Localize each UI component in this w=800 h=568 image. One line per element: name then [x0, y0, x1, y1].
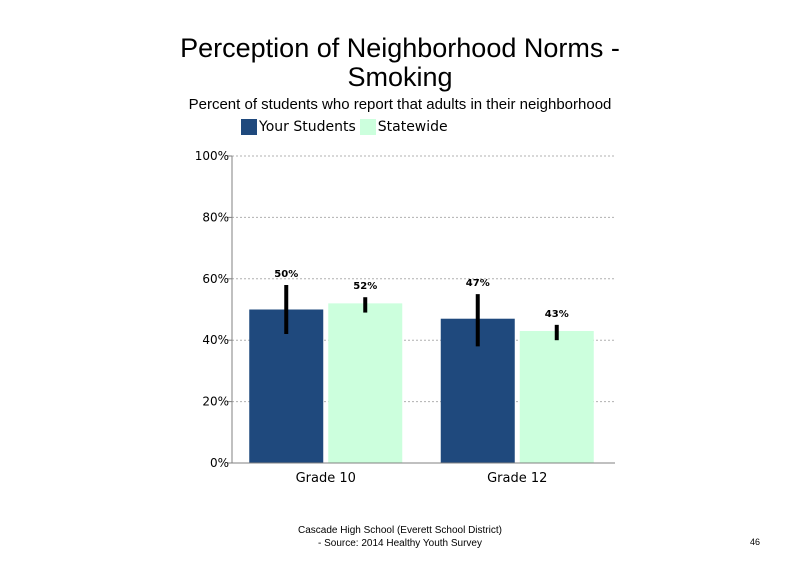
bar	[328, 303, 403, 463]
legend: Your Students Statewide	[241, 118, 452, 136]
legend-swatch-your-students	[241, 119, 257, 135]
data-label: 43%	[545, 309, 569, 320]
y-tick-label: 0%	[210, 456, 229, 470]
legend-item-your-students: Your Students	[241, 119, 356, 135]
chart-subtitle: Percent of students who report that adul…	[188, 96, 612, 113]
data-label: 52%	[353, 281, 377, 292]
chart-title: Perception of Neighborhood Norms - Smoki…	[0, 34, 800, 92]
bar	[249, 309, 324, 463]
footer-line1: Cascade High School (Everett School Dist…	[298, 525, 502, 536]
chart-title-line1: Perception of Neighborhood Norms -	[180, 33, 620, 63]
data-label: 47%	[466, 278, 490, 289]
footer: Cascade High School (Everett School Dist…	[250, 524, 550, 550]
legend-swatch-statewide	[359, 119, 376, 135]
data-label: 50%	[274, 269, 298, 280]
y-tick-label: 100%	[195, 149, 229, 163]
bar	[519, 330, 594, 463]
page-number: 46	[750, 537, 761, 547]
chart-title-line2: Smoking	[347, 62, 453, 92]
x-tick-label: Grade 10	[296, 471, 356, 486]
y-tick-label: 80%	[202, 210, 229, 224]
footer-line2: - Source: 2014 Healthy Youth Survey	[318, 538, 482, 549]
legend-label-your-students: Your Students	[259, 119, 356, 135]
y-tick-label: 40%	[202, 333, 229, 347]
y-tick-label: 20%	[202, 395, 229, 409]
y-tick-label: 60%	[202, 272, 229, 286]
x-tick-label: Grade 12	[487, 471, 547, 486]
legend-item-statewide: Statewide	[359, 119, 448, 135]
legend-label-statewide: Statewide	[377, 119, 448, 135]
